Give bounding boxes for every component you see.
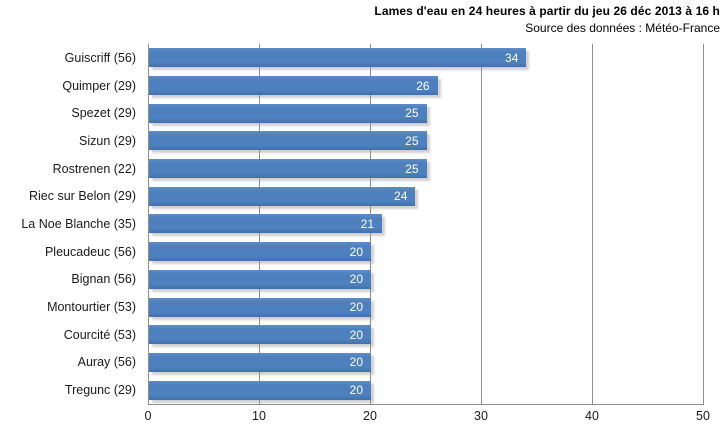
bar-row: 20 (149, 376, 704, 404)
bar-Sizun (29): 25 (149, 131, 427, 151)
category-label: Sizun (29) (79, 133, 136, 148)
bar-row: 26 (149, 72, 704, 100)
bar-series: 34 26 25 25 25 24 21 20 20 20 20 20 20 (149, 44, 704, 404)
bar-Bignan (56): 20 (149, 269, 371, 289)
gridline (703, 44, 704, 404)
bar-Rostrenen (22): 25 (149, 159, 427, 179)
chart-header: Lames d'eau en 24 heures à partir du jeu… (374, 3, 720, 37)
bar-Montourtier (53): 20 (149, 297, 371, 317)
bar-row: 24 (149, 182, 704, 210)
bar-value-label: 25 (405, 133, 419, 148)
gridline (481, 44, 482, 404)
bar-row: 25 (149, 127, 704, 155)
x-axis-labels: 0 10 20 30 40 50 (0, 409, 728, 427)
category-label: Riec sur Belon (29) (29, 189, 136, 204)
x-tick-label: 0 (144, 409, 152, 423)
category-label: Pleucadeuc (56) (44, 244, 136, 259)
bar-row: 20 (149, 266, 704, 294)
bar-value-label: 34 (505, 50, 519, 65)
bar-value-label: 25 (405, 106, 419, 121)
category-label: Guiscriff (56) (64, 50, 136, 65)
bar-value-label: 20 (349, 272, 363, 287)
category-label: Tregunc (29) (64, 383, 136, 398)
bar-value-label: 20 (349, 383, 363, 398)
bar-Pleucadeuc (56): 20 (149, 242, 371, 262)
bar-row: 20 (149, 238, 704, 266)
bar-row: 20 (149, 293, 704, 321)
gridline (592, 44, 593, 404)
x-tick-label: 10 (252, 409, 266, 423)
bar-Tregunc (29): 20 (149, 380, 371, 400)
category-axis-labels: Guiscriff (56) Quimper (29) Spezet (29) Siz… (0, 44, 142, 404)
bar-Spezet (29): 25 (149, 103, 427, 123)
category-label: La Noe Blanche (35) (21, 216, 136, 231)
bar-value-label: 24 (394, 189, 408, 204)
category-label: Bignan (56) (71, 272, 136, 287)
bar-Auray (56): 20 (149, 352, 371, 372)
bar-value-label: 20 (349, 300, 363, 315)
x-tick-label: 50 (696, 409, 710, 423)
bar-row: 21 (149, 210, 704, 238)
x-tick-label: 30 (474, 409, 488, 423)
category-label: Spezet (29) (71, 106, 136, 121)
bar-Guiscriff (56): 34 (149, 48, 527, 68)
category-label: Auray (56) (77, 355, 136, 370)
bar-value-label: 20 (349, 244, 363, 259)
bar-Riec sur Belon (29): 24 (149, 186, 416, 206)
bar-value-label: 20 (349, 327, 363, 342)
bar-row: 20 (149, 349, 704, 377)
x-tick-label: 20 (363, 409, 377, 423)
category-label: Montourtier (53) (47, 300, 136, 315)
bar-value-label: 26 (416, 78, 430, 93)
bar-Courcité (53): 20 (149, 325, 371, 345)
bar-row: 25 (149, 155, 704, 183)
chart-subtitle: Source des données : Météo-France (525, 21, 720, 35)
bar-La Noe Blanche (35): 21 (149, 214, 383, 234)
bar-row: 20 (149, 321, 704, 349)
bar-value-label: 25 (405, 161, 419, 176)
bar-row: 34 (149, 44, 704, 72)
bar-value-label: 21 (360, 216, 375, 231)
plot-area: 34 26 25 25 25 24 21 20 20 20 20 20 20 (148, 44, 704, 405)
bar-row: 25 (149, 99, 704, 127)
bar-Quimper (29): 26 (149, 76, 438, 96)
category-label: Rostrenen (22) (52, 161, 136, 176)
chart-title: Lames d'eau en 24 heures à partir du jeu… (374, 4, 720, 18)
bar-value-label: 20 (349, 355, 363, 370)
x-tick-label: 40 (585, 409, 599, 423)
category-label: Quimper (29) (62, 78, 136, 93)
category-label: Courcité (53) (63, 327, 136, 342)
